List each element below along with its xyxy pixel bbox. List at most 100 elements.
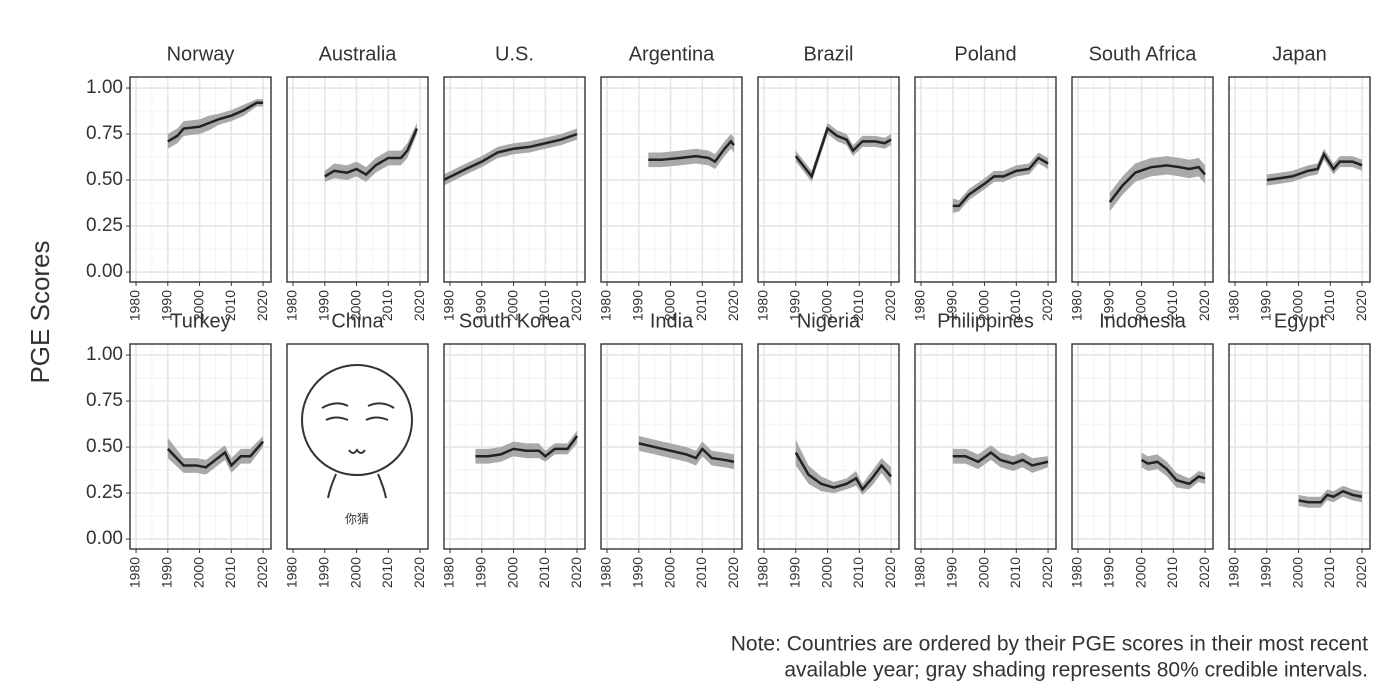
y-tick-label: 0.75 (86, 390, 123, 411)
x-tick-label: 1990 (629, 557, 645, 588)
panel-border (129, 343, 272, 550)
x-tick-label: 1990 (1100, 557, 1116, 588)
x-tick-label: 1980 (441, 557, 457, 588)
score-line (166, 440, 265, 469)
panel-title: China (331, 310, 384, 332)
x-tick-label: 2020 (1196, 290, 1212, 321)
x-tick-label: 2000 (504, 557, 520, 588)
panel-border (600, 76, 743, 283)
panel-title: Japan (1272, 43, 1327, 65)
x-tick-label: 2010 (536, 290, 552, 321)
score-line (952, 156, 1049, 208)
x-tick-label: 2020 (1196, 557, 1212, 588)
x-tick-label: 2020 (882, 557, 898, 588)
panel-title: South Korea (459, 310, 571, 332)
x-tick-label: 2020 (1353, 557, 1369, 588)
x-tick-label: 2000 (818, 557, 834, 588)
panel-border (286, 76, 429, 283)
x-tick-label: 2000 (818, 290, 834, 321)
y-tick-label: 0.50 (86, 436, 123, 457)
x-tick-label: 1990 (158, 290, 174, 321)
x-tick-label: 1990 (472, 290, 488, 321)
score-line (475, 435, 579, 458)
panel-title: Turkey (170, 310, 230, 332)
y-tick-label: 1.00 (86, 344, 123, 365)
panel-title: Norway (167, 43, 235, 65)
panel-border (1071, 343, 1214, 550)
credible-band (1109, 156, 1206, 212)
x-tick-label: 1980 (284, 290, 300, 321)
x-tick-label: 2020 (568, 557, 584, 588)
x-tick-label: 2000 (190, 557, 206, 588)
panel-border (757, 343, 900, 550)
x-tick-label: 2020 (411, 290, 427, 321)
x-tick-label: 2010 (1007, 557, 1023, 588)
x-tick-label: 2000 (347, 290, 363, 321)
x-tick-label: 1990 (786, 290, 802, 321)
x-tick-label: 1990 (786, 557, 802, 588)
score-line (167, 101, 264, 143)
x-tick-label: 2000 (1132, 290, 1148, 321)
panel-title: Brazil (803, 43, 853, 65)
panel-border (1228, 343, 1371, 550)
x-tick-label: 2010 (379, 290, 395, 321)
credible-band (795, 439, 892, 495)
x-tick-label: 1990 (943, 557, 959, 588)
x-tick-label: 2020 (1039, 290, 1055, 321)
y-tick-label: 0.50 (86, 169, 123, 190)
y-tick-label: 0.25 (86, 215, 123, 236)
x-tick-label: 2010 (1007, 290, 1023, 321)
score-line (1266, 151, 1363, 182)
x-tick-label: 2000 (661, 290, 677, 321)
credible-band (638, 436, 735, 470)
x-tick-label: 2010 (536, 557, 552, 588)
panel-border (129, 76, 272, 283)
panel-title: Philippines (937, 310, 1034, 332)
x-tick-label: 1980 (127, 290, 143, 321)
panel-border (286, 343, 429, 550)
x-tick-label: 1990 (943, 290, 959, 321)
x-tick-label: 1980 (755, 290, 771, 321)
x-tick-label: 2000 (975, 290, 991, 321)
panel-title: Nigeria (797, 310, 861, 332)
x-tick-label: 2000 (504, 290, 520, 321)
cartoon-body (327, 473, 387, 499)
panel-border (1071, 76, 1214, 283)
x-tick-label: 2020 (882, 290, 898, 321)
x-tick-label: 1980 (598, 290, 614, 321)
x-tick-label: 1990 (1257, 290, 1273, 321)
cartoon-mouth (348, 448, 366, 454)
x-tick-label: 2010 (850, 557, 866, 588)
x-tick-label: 2010 (1321, 290, 1337, 321)
x-tick-label: 1980 (284, 557, 300, 588)
panel-border (914, 343, 1057, 550)
x-tick-label: 1990 (1257, 557, 1273, 588)
cartoon-head (301, 364, 413, 476)
x-tick-label: 2020 (1039, 557, 1055, 588)
note: available year; gray shading represents … (784, 659, 1368, 682)
x-tick-label: 1980 (1069, 290, 1085, 321)
score-line (638, 442, 735, 464)
x-tick-label: 2000 (190, 290, 206, 321)
panel-border (914, 76, 1057, 283)
score-line (1298, 489, 1363, 504)
x-tick-label: 2020 (411, 557, 427, 588)
x-tick-label: 2010 (693, 557, 709, 588)
x-tick-label: 1980 (1226, 557, 1242, 588)
panel-border (757, 76, 900, 283)
x-tick-label: 2000 (1132, 557, 1148, 588)
credible-band (952, 152, 1049, 214)
x-tick-label: 1980 (912, 290, 928, 321)
x-tick-label: 2010 (1321, 557, 1337, 588)
x-tick-label: 2020 (725, 290, 741, 321)
score-line (1140, 458, 1206, 486)
x-tick-label: 1990 (472, 557, 488, 588)
credible-band (795, 123, 892, 182)
x-tick-label: 2010 (693, 290, 709, 321)
score-line (794, 126, 892, 179)
cartoon-brows (321, 402, 395, 409)
y-tick-label: 0.00 (86, 261, 123, 282)
y-axis-label: PGE Scores (25, 240, 55, 383)
cartoon-eyes (325, 416, 389, 421)
